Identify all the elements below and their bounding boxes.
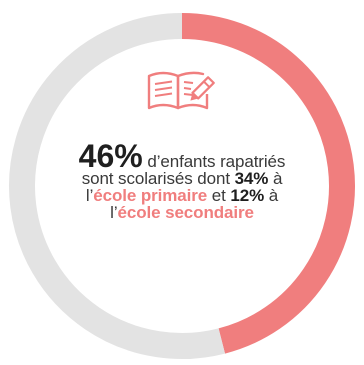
primary-percentage: 34% [234,169,269,188]
secondary-school-label: école secondaire [117,203,254,222]
main-percentage: 46% [78,138,143,174]
statement-text-3: et [211,186,226,205]
open-book-pencil-icon [147,71,215,110]
statement-text-2: à l’ [85,169,283,205]
donut-slice-remaining [9,13,226,359]
secondary-percentage: 12% [230,186,265,205]
primary-school-label: école primaire [93,186,208,205]
statement-text-1: d’enfants rapatriés sont scolarisés dont [81,152,286,188]
statistic-statement: 46% d’enfants rapatriés sont scolarisés … [62,140,302,222]
donut-slice-schooled [181,13,355,354]
statement-text-4: à l’ [110,186,279,222]
